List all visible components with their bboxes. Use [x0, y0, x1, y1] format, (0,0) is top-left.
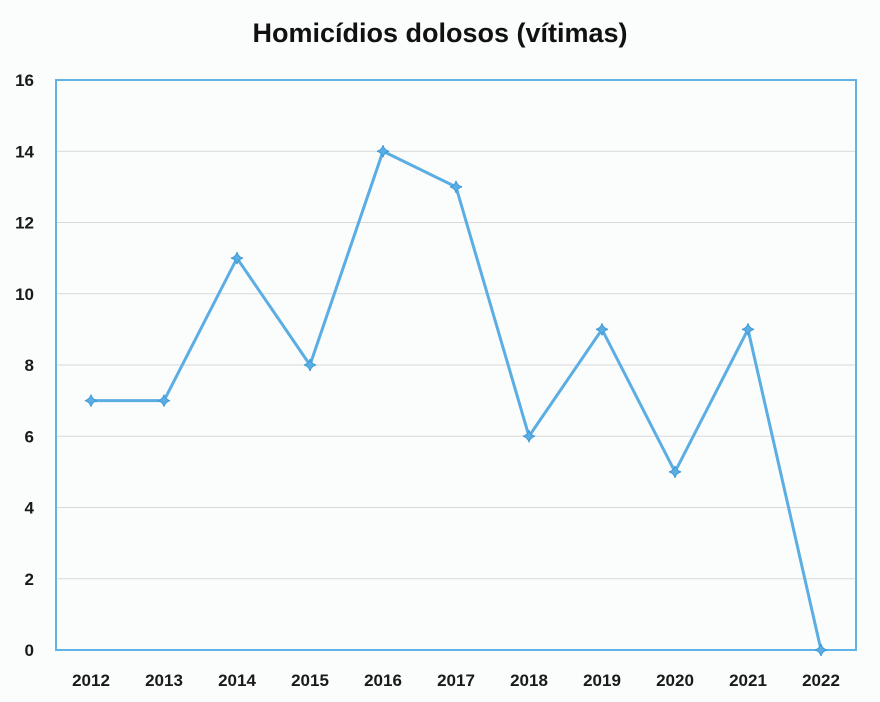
data-point-marker [84, 394, 98, 407]
y-axis-ticks: 0 2 4 6 8 10 12 14 16 [15, 71, 34, 660]
x-tick-label: 2016 [364, 671, 402, 690]
x-tick-label: 2019 [583, 671, 621, 690]
data-point-marker [595, 323, 609, 336]
y-tick-label: 10 [15, 285, 34, 304]
y-tick-label: 16 [15, 71, 34, 90]
y-tick-label: 2 [25, 570, 34, 589]
y-tick-label: 4 [25, 499, 35, 518]
data-point-marker [376, 145, 390, 158]
x-tick-label: 2017 [437, 671, 475, 690]
x-tick-label: 2015 [291, 671, 329, 690]
data-point-marker [814, 643, 828, 657]
data-point-marker [230, 251, 244, 265]
x-tick-label: 2014 [218, 671, 256, 690]
data-point-marker [157, 394, 171, 407]
series-line [91, 149, 823, 651]
x-tick-label: 2020 [656, 671, 694, 690]
y-tick-label: 14 [15, 142, 34, 161]
data-point-marker [668, 465, 682, 479]
plot-area-frame [55, 79, 857, 651]
x-tick-label: 2018 [510, 671, 548, 690]
x-tick-label: 2021 [729, 671, 767, 690]
y-tick-label: 8 [25, 356, 34, 375]
data-point-marker [522, 430, 536, 443]
x-tick-label: 2012 [72, 671, 110, 690]
data-point-marker [303, 358, 317, 372]
x-tick-label: 2022 [802, 671, 840, 690]
y-tick-label: 12 [15, 214, 34, 233]
gridlines [56, 150, 856, 580]
y-tick-label: 0 [25, 641, 34, 660]
data-point-marker [449, 180, 463, 194]
chart-title: Homicídios dolosos (vítimas) [252, 18, 627, 48]
y-tick-label: 6 [25, 427, 34, 446]
series-layer [84, 145, 828, 657]
x-axis-ticks: 2012 2013 2014 2015 2016 2017 2018 2019 2020 2021… [72, 671, 840, 690]
data-point-marker [741, 323, 755, 336]
x-tick-label: 2013 [145, 671, 183, 690]
